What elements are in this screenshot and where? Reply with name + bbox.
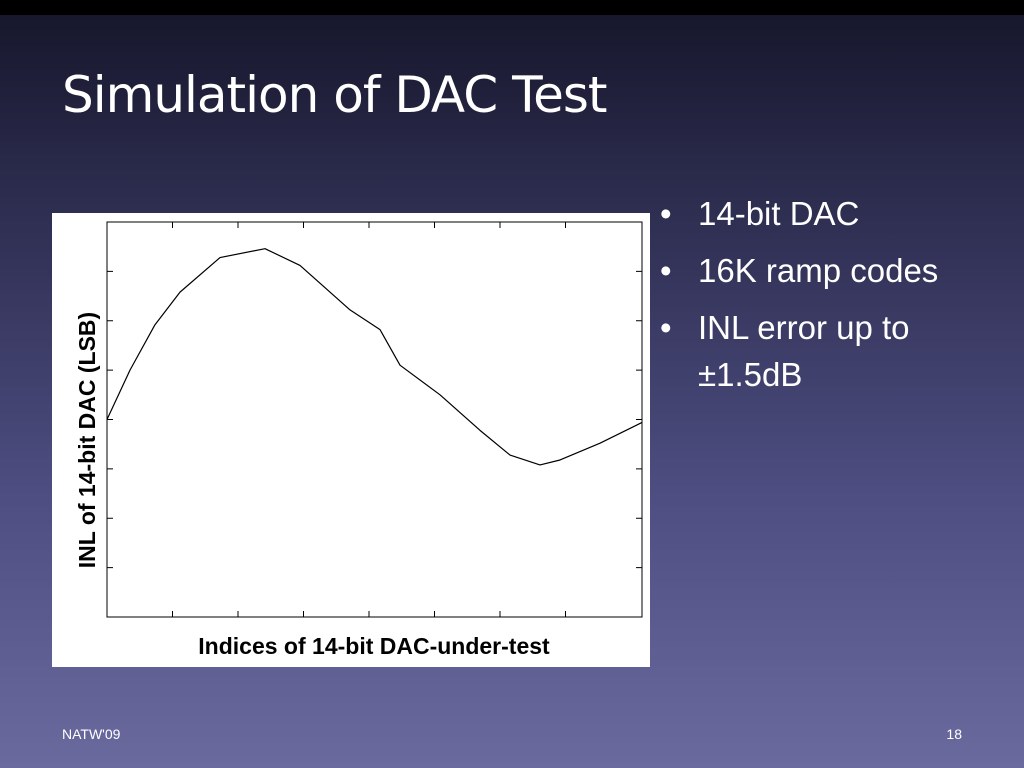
chart-background — [52, 213, 650, 667]
footer-right: 18 — [946, 726, 962, 742]
bullet: INL error up to ±1.5dB — [660, 304, 1000, 398]
bullet: 16K ramp codes — [660, 247, 1000, 294]
bullet-list: 14-bit DAC 16K ramp codes INL error up t… — [660, 190, 1000, 408]
top-band — [0, 0, 1024, 15]
data-line — [106, 248, 643, 466]
y-axis-label: INL of 14-bit DAC (LSB) — [74, 312, 100, 568]
chart: Indices of 14-bit DAC-under-test INL of … — [52, 213, 650, 667]
slide-title: Simulation of DAC Test — [62, 66, 608, 124]
footer-left: NATW'09 — [62, 726, 121, 742]
x-axis-label: Indices of 14-bit DAC-under-test — [198, 633, 550, 659]
bullet: 14-bit DAC — [660, 190, 1000, 237]
